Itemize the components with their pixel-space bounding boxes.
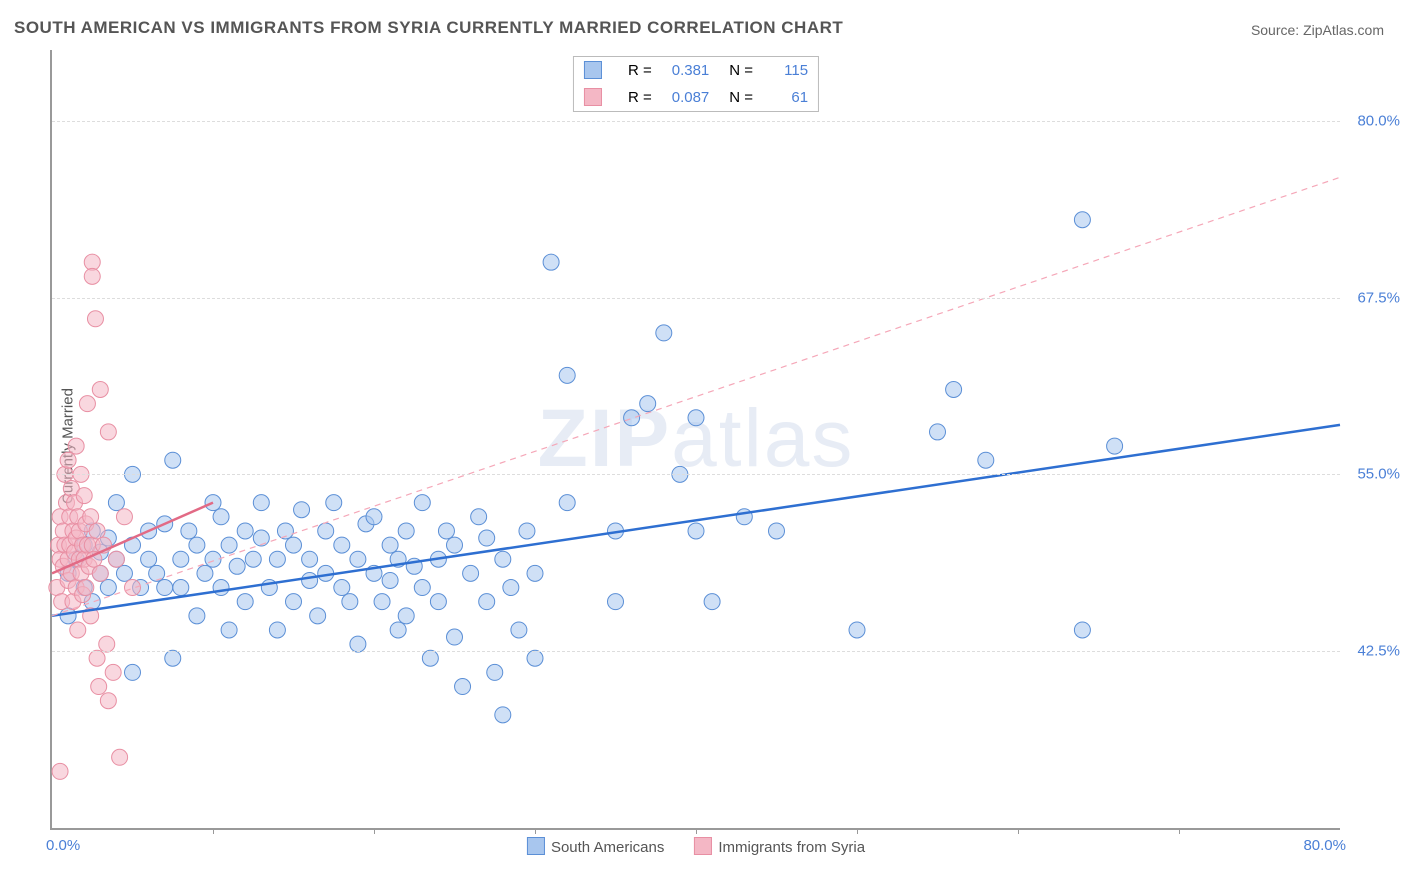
swatch-icon bbox=[584, 88, 602, 106]
legend-bottom: South Americans Immigrants from Syria bbox=[527, 837, 865, 856]
legend-item-2: Immigrants from Syria bbox=[694, 837, 865, 856]
y-tick-label: 67.5% bbox=[1345, 289, 1400, 306]
y-tick-label: 55.0% bbox=[1345, 466, 1400, 483]
corr-row-2: R = 0.087 N = 61 bbox=[574, 84, 818, 111]
corr-row-1: R = 0.381 N = 115 bbox=[574, 57, 818, 84]
swatch-icon bbox=[584, 61, 602, 79]
chart-svg bbox=[52, 50, 1340, 828]
correlation-legend: R = 0.381 N = 115 R = 0.087 N = 61 bbox=[573, 56, 819, 112]
swatch-icon bbox=[694, 837, 712, 855]
y-tick-label: 80.0% bbox=[1345, 112, 1400, 129]
y-tick-label: 42.5% bbox=[1345, 643, 1400, 660]
legend-item-1: South Americans bbox=[527, 837, 664, 856]
x-axis-max: 80.0% bbox=[1303, 837, 1346, 854]
source-label: Source: ZipAtlas.com bbox=[1251, 22, 1384, 38]
chart-title: SOUTH AMERICAN VS IMMIGRANTS FROM SYRIA … bbox=[14, 18, 843, 38]
chart-container: SOUTH AMERICAN VS IMMIGRANTS FROM SYRIA … bbox=[0, 0, 1406, 892]
plot-area: ZIPatlas 0.0% 80.0% R = 0.381 N = 115 R … bbox=[50, 50, 1340, 830]
swatch-icon bbox=[527, 837, 545, 855]
x-axis-min: 0.0% bbox=[46, 837, 80, 854]
